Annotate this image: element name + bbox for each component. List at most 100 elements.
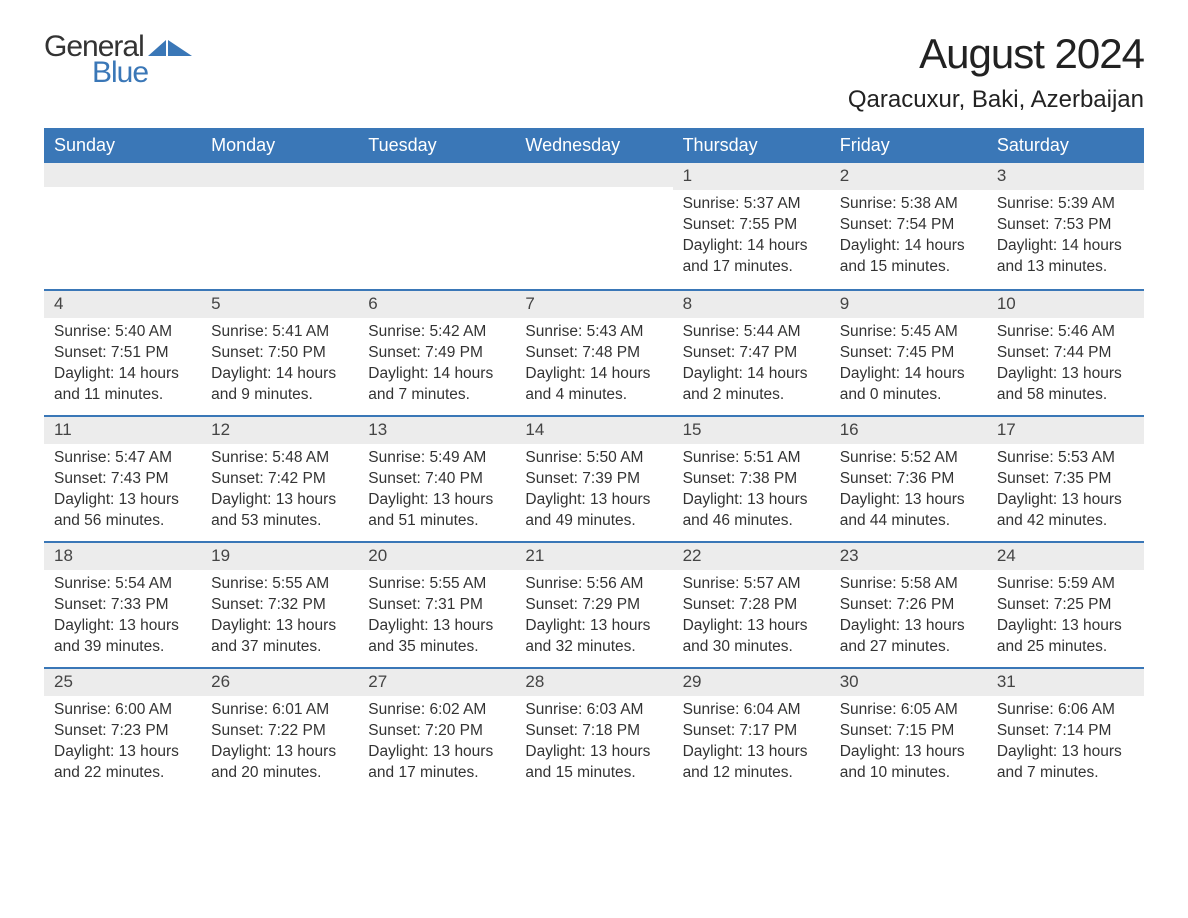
daylight-text: Daylight: 13 hours and 53 minutes. xyxy=(211,490,348,532)
sunrise-text: Sunrise: 5:59 AM xyxy=(997,574,1134,595)
sunset-text: Sunset: 7:42 PM xyxy=(211,469,348,490)
daylight-text: Daylight: 13 hours and 46 minutes. xyxy=(683,490,820,532)
sunrise-text: Sunrise: 5:55 AM xyxy=(368,574,505,595)
sunrise-text: Sunrise: 5:50 AM xyxy=(525,448,662,469)
calendar-cell xyxy=(515,163,672,289)
day-number xyxy=(515,163,672,187)
calendar-cell: 29Sunrise: 6:04 AMSunset: 7:17 PMDayligh… xyxy=(673,669,830,793)
day-details: Sunrise: 5:45 AMSunset: 7:45 PMDaylight:… xyxy=(830,318,987,412)
daylight-text: Daylight: 14 hours and 2 minutes. xyxy=(683,364,820,406)
calendar-cell xyxy=(44,163,201,289)
sunrise-text: Sunrise: 5:43 AM xyxy=(525,322,662,343)
daylight-text: Daylight: 13 hours and 35 minutes. xyxy=(368,616,505,658)
daylight-text: Daylight: 14 hours and 4 minutes. xyxy=(525,364,662,406)
daylight-text: Daylight: 13 hours and 37 minutes. xyxy=(211,616,348,658)
calendar-cell: 31Sunrise: 6:06 AMSunset: 7:14 PMDayligh… xyxy=(987,669,1144,793)
calendar-cell: 19Sunrise: 5:55 AMSunset: 7:32 PMDayligh… xyxy=(201,543,358,667)
sunset-text: Sunset: 7:40 PM xyxy=(368,469,505,490)
daylight-text: Daylight: 13 hours and 20 minutes. xyxy=(211,742,348,784)
sunset-text: Sunset: 7:25 PM xyxy=(997,595,1134,616)
sunrise-text: Sunrise: 5:53 AM xyxy=(997,448,1134,469)
sunset-text: Sunset: 7:47 PM xyxy=(683,343,820,364)
sunset-text: Sunset: 7:48 PM xyxy=(525,343,662,364)
sunrise-text: Sunrise: 5:51 AM xyxy=(683,448,820,469)
day-number: 27 xyxy=(358,669,515,696)
day-details: Sunrise: 5:38 AMSunset: 7:54 PMDaylight:… xyxy=(830,190,987,284)
day-number xyxy=(358,163,515,187)
daylight-text: Daylight: 13 hours and 42 minutes. xyxy=(997,490,1134,532)
day-details: Sunrise: 5:41 AMSunset: 7:50 PMDaylight:… xyxy=(201,318,358,412)
sunrise-text: Sunrise: 5:56 AM xyxy=(525,574,662,595)
sunset-text: Sunset: 7:18 PM xyxy=(525,721,662,742)
day-details: Sunrise: 6:00 AMSunset: 7:23 PMDaylight:… xyxy=(44,696,201,790)
sunrise-text: Sunrise: 6:06 AM xyxy=(997,700,1134,721)
day-details: Sunrise: 5:43 AMSunset: 7:48 PMDaylight:… xyxy=(515,318,672,412)
daylight-text: Daylight: 14 hours and 11 minutes. xyxy=(54,364,191,406)
calendar-cell: 10Sunrise: 5:46 AMSunset: 7:44 PMDayligh… xyxy=(987,291,1144,415)
sunset-text: Sunset: 7:31 PM xyxy=(368,595,505,616)
calendar-day-header: Sunday Monday Tuesday Wednesday Thursday… xyxy=(44,128,1144,163)
daylight-text: Daylight: 13 hours and 32 minutes. xyxy=(525,616,662,658)
daylight-text: Daylight: 13 hours and 44 minutes. xyxy=(840,490,977,532)
logo-flag-icon xyxy=(148,34,192,56)
day-number: 28 xyxy=(515,669,672,696)
daylight-text: Daylight: 13 hours and 10 minutes. xyxy=(840,742,977,784)
day-header-wednesday: Wednesday xyxy=(515,128,672,163)
calendar-cell: 27Sunrise: 6:02 AMSunset: 7:20 PMDayligh… xyxy=(358,669,515,793)
day-header-friday: Friday xyxy=(830,128,987,163)
daylight-text: Daylight: 14 hours and 9 minutes. xyxy=(211,364,348,406)
day-number xyxy=(44,163,201,187)
day-number: 22 xyxy=(673,543,830,570)
sunrise-text: Sunrise: 5:49 AM xyxy=(368,448,505,469)
day-number: 19 xyxy=(201,543,358,570)
day-number: 13 xyxy=(358,417,515,444)
day-details: Sunrise: 5:56 AMSunset: 7:29 PMDaylight:… xyxy=(515,570,672,664)
day-number: 14 xyxy=(515,417,672,444)
day-number: 18 xyxy=(44,543,201,570)
calendar-cell: 15Sunrise: 5:51 AMSunset: 7:38 PMDayligh… xyxy=(673,417,830,541)
sunrise-text: Sunrise: 5:45 AM xyxy=(840,322,977,343)
calendar-cell: 8Sunrise: 5:44 AMSunset: 7:47 PMDaylight… xyxy=(673,291,830,415)
sunrise-text: Sunrise: 5:55 AM xyxy=(211,574,348,595)
calendar-cell: 2Sunrise: 5:38 AMSunset: 7:54 PMDaylight… xyxy=(830,163,987,289)
sunset-text: Sunset: 7:29 PM xyxy=(525,595,662,616)
day-number: 31 xyxy=(987,669,1144,696)
day-header-thursday: Thursday xyxy=(673,128,830,163)
calendar-week: 4Sunrise: 5:40 AMSunset: 7:51 PMDaylight… xyxy=(44,289,1144,415)
day-details: Sunrise: 6:02 AMSunset: 7:20 PMDaylight:… xyxy=(358,696,515,790)
calendar-cell: 24Sunrise: 5:59 AMSunset: 7:25 PMDayligh… xyxy=(987,543,1144,667)
sunrise-text: Sunrise: 6:01 AM xyxy=(211,700,348,721)
day-details: Sunrise: 5:48 AMSunset: 7:42 PMDaylight:… xyxy=(201,444,358,538)
calendar-week: 11Sunrise: 5:47 AMSunset: 7:43 PMDayligh… xyxy=(44,415,1144,541)
day-details: Sunrise: 6:01 AMSunset: 7:22 PMDaylight:… xyxy=(201,696,358,790)
daylight-text: Daylight: 13 hours and 25 minutes. xyxy=(997,616,1134,658)
daylight-text: Daylight: 14 hours and 0 minutes. xyxy=(840,364,977,406)
header: General Blue August 2024 Qaracuxur, Baki… xyxy=(44,30,1144,114)
sunset-text: Sunset: 7:28 PM xyxy=(683,595,820,616)
day-number: 15 xyxy=(673,417,830,444)
day-header-monday: Monday xyxy=(201,128,358,163)
day-number: 1 xyxy=(673,163,830,190)
day-details: Sunrise: 5:54 AMSunset: 7:33 PMDaylight:… xyxy=(44,570,201,664)
day-details: Sunrise: 5:37 AMSunset: 7:55 PMDaylight:… xyxy=(673,190,830,284)
day-number: 16 xyxy=(830,417,987,444)
calendar-cell: 4Sunrise: 5:40 AMSunset: 7:51 PMDaylight… xyxy=(44,291,201,415)
sunset-text: Sunset: 7:55 PM xyxy=(683,215,820,236)
logo: General Blue xyxy=(44,30,192,90)
daylight-text: Daylight: 13 hours and 12 minutes. xyxy=(683,742,820,784)
day-number: 7 xyxy=(515,291,672,318)
sunset-text: Sunset: 7:54 PM xyxy=(840,215,977,236)
daylight-text: Daylight: 13 hours and 7 minutes. xyxy=(997,742,1134,784)
daylight-text: Daylight: 14 hours and 7 minutes. xyxy=(368,364,505,406)
daylight-text: Daylight: 13 hours and 22 minutes. xyxy=(54,742,191,784)
calendar: Sunday Monday Tuesday Wednesday Thursday… xyxy=(44,128,1144,793)
day-number: 3 xyxy=(987,163,1144,190)
calendar-cell: 22Sunrise: 5:57 AMSunset: 7:28 PMDayligh… xyxy=(673,543,830,667)
page-title: August 2024 xyxy=(848,30,1144,78)
day-details: Sunrise: 6:04 AMSunset: 7:17 PMDaylight:… xyxy=(673,696,830,790)
day-details: Sunrise: 6:05 AMSunset: 7:15 PMDaylight:… xyxy=(830,696,987,790)
day-number: 30 xyxy=(830,669,987,696)
daylight-text: Daylight: 13 hours and 56 minutes. xyxy=(54,490,191,532)
sunset-text: Sunset: 7:35 PM xyxy=(997,469,1134,490)
daylight-text: Daylight: 13 hours and 30 minutes. xyxy=(683,616,820,658)
